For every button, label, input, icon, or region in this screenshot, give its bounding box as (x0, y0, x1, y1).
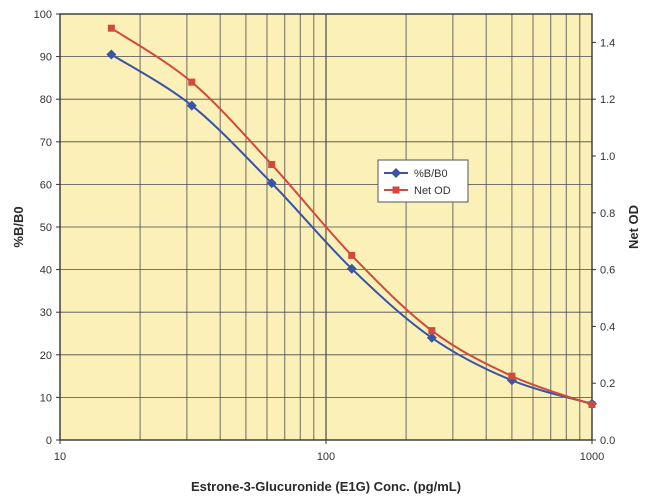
data-point-pct-b-b0 (426, 332, 437, 343)
data-point-net-od (188, 78, 196, 86)
data-point-net-od (348, 251, 356, 259)
data-point-net-od (268, 161, 276, 169)
y-left-tick-label: 40 (40, 265, 52, 277)
data-point-net-od (508, 372, 516, 380)
data-point-pct-b-b0 (266, 178, 277, 189)
y-right-tick-label: 0.4 (600, 321, 615, 333)
y-left-tick-label: 80 (40, 94, 52, 106)
x-tick-label: 1000 (580, 451, 604, 463)
y-left-tick-label: 50 (40, 222, 52, 234)
data-point-net-od (588, 401, 596, 408)
data-point-net-od (428, 327, 436, 335)
legend-box (377, 159, 469, 203)
y-right-tick-label: 1.0 (600, 151, 615, 163)
x-tick-label: 100 (317, 451, 335, 463)
y-left-tick-label: 60 (40, 179, 52, 191)
y-left-tick-label: 20 (40, 350, 52, 362)
legend-marker-net-od (392, 186, 400, 194)
y-left-tick-label: 90 (40, 52, 52, 64)
x-tick-label: 10 (54, 451, 66, 463)
y-right-tick-label: 0.2 (600, 378, 615, 390)
y-left-tick-label: 70 (40, 137, 52, 149)
y-left-tick-label: 30 (40, 307, 52, 319)
y-right-tick-label: 1.4 (600, 37, 615, 49)
data-point-pct-b-b0 (346, 263, 357, 274)
y-right-axis-title: Net OD (626, 205, 641, 249)
x-axis-title: Estrone-3-Glucuronide (E1G) Conc. (pg/mL… (191, 479, 461, 494)
legend-label-net-od: Net OD (414, 185, 451, 197)
y-right-tick-label: 1.2 (600, 94, 615, 106)
y-right-tick-label: 0.8 (600, 208, 615, 220)
y-right-tick-label: 0.6 (600, 265, 615, 277)
y-left-tick-label: 0 (46, 435, 52, 447)
y-right-tick-label: 0.0 (600, 435, 615, 447)
y-left-tick-label: 100 (34, 9, 52, 21)
y-left-axis-title: %B/B0 (11, 206, 26, 247)
legend-marker-pct-b-b0 (391, 168, 401, 178)
data-point-net-od (107, 24, 115, 32)
y-left-tick-label: 10 (40, 392, 52, 404)
legend-label-pct-b-b0: %B/B0 (414, 168, 448, 180)
data-point-pct-b-b0 (106, 49, 117, 60)
data-point-pct-b-b0 (186, 100, 197, 111)
